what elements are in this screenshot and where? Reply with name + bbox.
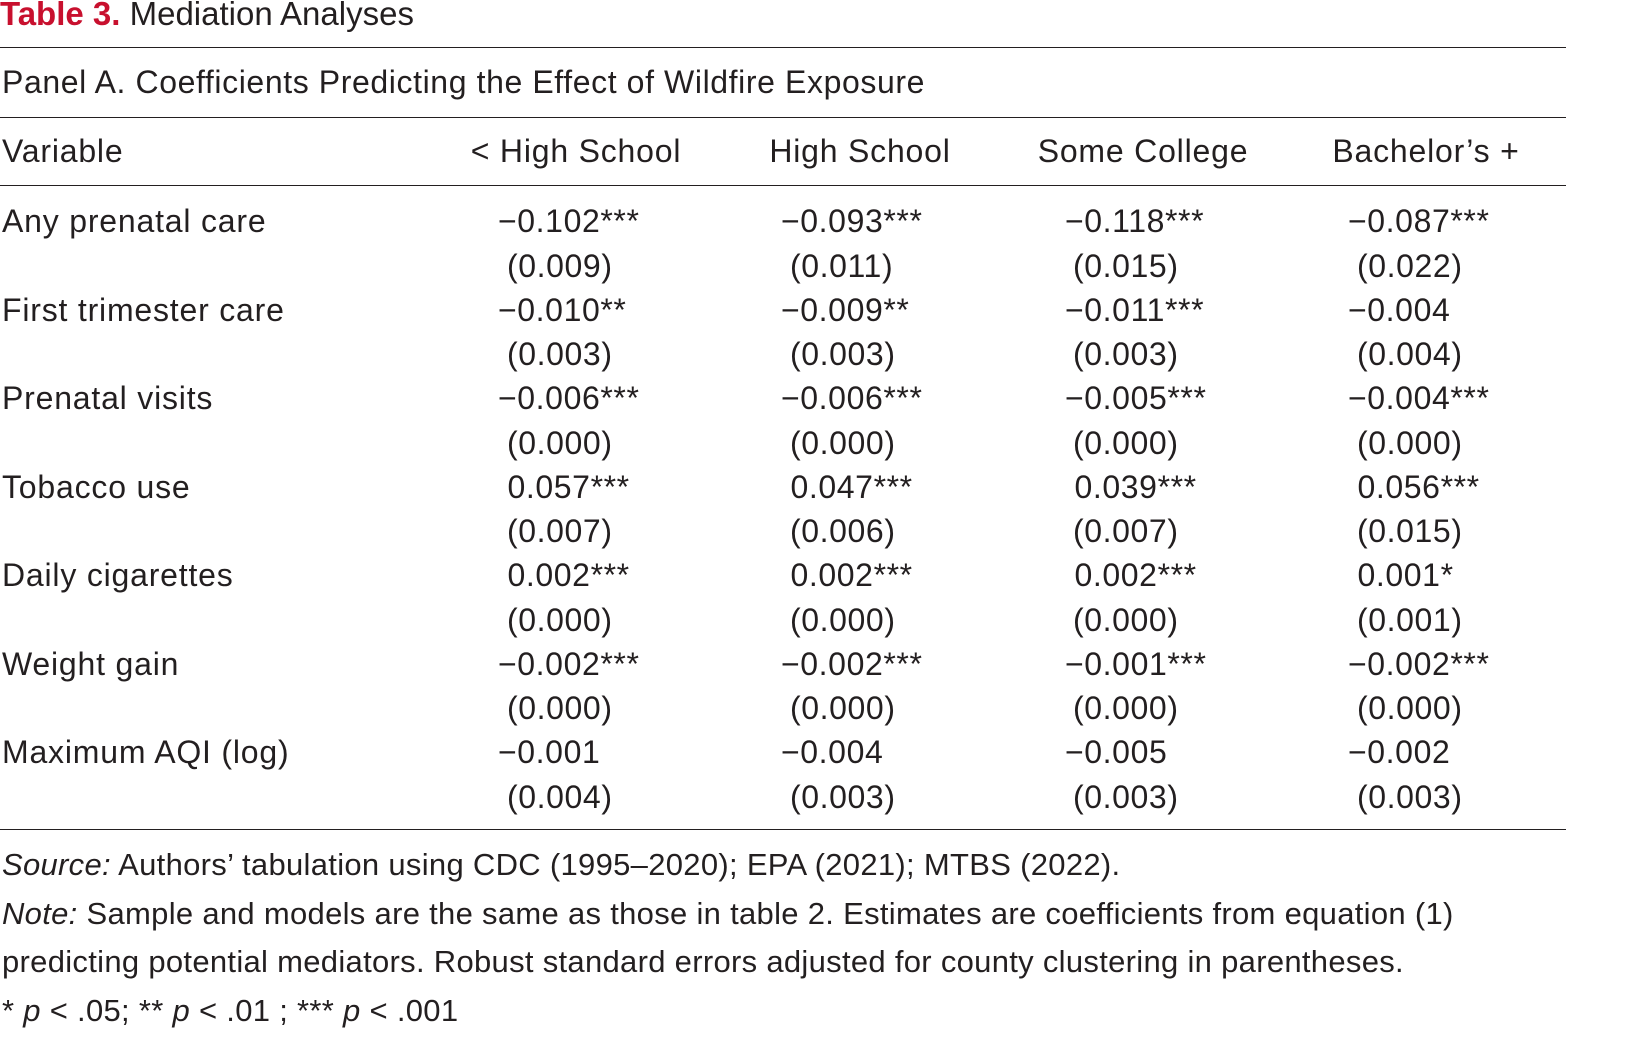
- coefficient-cell: −0.118***: [1065, 203, 1205, 239]
- coefficient-cell: 0.056***: [1348, 468, 1480, 505]
- coefficient-cell: −0.004: [781, 734, 884, 770]
- sig-p-1: p: [23, 992, 41, 1028]
- sig-text-3: < .01 ; ***: [190, 992, 344, 1028]
- panel-rule: [0, 117, 1566, 118]
- row-variable-label: Maximum AQI (log): [2, 734, 290, 770]
- note-label: Note:: [2, 895, 78, 931]
- standard-error-cell: (0.003): [790, 778, 896, 815]
- standard-error-cell: (0.007): [1073, 513, 1179, 549]
- source-text: Authors’ tabulation using CDC (1995–2020…: [110, 847, 1121, 882]
- row-variable-label: Daily cigarettes: [2, 557, 234, 593]
- standard-error-cell: (0.000): [1073, 690, 1179, 726]
- standard-error-cell: (0.000): [1357, 690, 1463, 726]
- coefficient-cell: 0.001*: [1348, 557, 1454, 593]
- coefficient-cell: −0.087***: [1348, 203, 1490, 239]
- table-title-text: Mediation Analyses: [129, 0, 414, 32]
- standard-error-cell: (0.007): [507, 513, 613, 549]
- sig-text-4: < .001: [360, 992, 459, 1028]
- column-header-high-school: High School: [769, 133, 951, 169]
- table-number: Table 3.: [0, 0, 121, 32]
- note-text-1: Sample and models are the same as those …: [77, 895, 1454, 931]
- coefficient-cell: 0.002***: [498, 557, 630, 593]
- coefficient-cell: −0.002***: [498, 645, 640, 682]
- row-variable-label: Prenatal visits: [2, 380, 214, 416]
- standard-error-cell: (0.000): [1357, 424, 1463, 461]
- standard-error-cell: (0.000): [507, 424, 613, 461]
- note-line-1: Note: Sample and models are the same as …: [2, 890, 1572, 939]
- coefficient-cell: −0.010**: [498, 291, 627, 328]
- coefficient-cell: −0.006***: [781, 380, 923, 416]
- standard-error-cell: (0.003): [1073, 336, 1179, 372]
- standard-error-cell: (0.009): [507, 247, 613, 284]
- standard-error-cell: (0.003): [507, 336, 613, 372]
- standard-error-cell: (0.022): [1357, 247, 1463, 284]
- header-rule: [0, 185, 1566, 186]
- coefficient-cell: 0.002***: [1065, 557, 1197, 593]
- row-variable-label: First trimester care: [2, 291, 285, 328]
- coefficient-cell: −0.004***: [1348, 380, 1490, 416]
- coefficient-cell: 0.002***: [781, 557, 913, 593]
- source-label: Source:: [2, 847, 111, 882]
- column-header-bachelors-plus: Bachelor’s +: [1332, 133, 1520, 169]
- standard-error-cell: (0.015): [1073, 247, 1179, 284]
- source-note: Source: Authors’ tabulation using CDC (1…: [2, 841, 1572, 890]
- coefficient-cell: −0.093***: [781, 203, 923, 239]
- column-header-some-college: Some College: [1037, 133, 1249, 169]
- standard-error-cell: (0.006): [790, 513, 896, 549]
- standard-error-cell: (0.003): [1073, 778, 1179, 815]
- row-variable-label: Weight gain: [2, 645, 180, 682]
- standard-error-cell: (0.000): [1073, 424, 1179, 461]
- coefficient-cell: −0.001: [498, 734, 601, 770]
- standard-error-cell: (0.004): [1357, 336, 1463, 372]
- column-header-less-than-high-school: < High School: [470, 133, 682, 169]
- coefficient-cell: −0.009**: [781, 291, 910, 328]
- row-variable-label: Any prenatal care: [2, 203, 267, 239]
- standard-error-cell: (0.004): [507, 778, 613, 815]
- sig-p-3: p: [343, 992, 361, 1028]
- standard-error-cell: (0.000): [507, 601, 613, 638]
- coefficient-cell: −0.005: [1065, 734, 1168, 770]
- column-header-variable: Variable: [2, 133, 124, 169]
- coefficient-cell: 0.057***: [498, 468, 630, 505]
- table-notes: Source: Authors’ tabulation using CDC (1…: [2, 841, 1572, 1035]
- sig-text-1: *: [2, 992, 24, 1028]
- standard-error-cell: (0.011): [790, 247, 894, 284]
- coefficient-cell: 0.047***: [781, 468, 913, 505]
- standard-error-cell: (0.000): [790, 601, 896, 638]
- standard-error-cell: (0.000): [790, 424, 896, 461]
- panel-heading: Panel A. Coefficients Predicting the Eff…: [2, 64, 926, 100]
- coefficient-cell: −0.005***: [1065, 380, 1207, 416]
- coefficient-cell: 0.039***: [1065, 468, 1197, 505]
- standard-error-cell: (0.003): [790, 336, 896, 372]
- standard-error-cell: (0.000): [790, 690, 896, 726]
- standard-error-cell: (0.003): [1357, 778, 1463, 815]
- significance-note: * p < .05; ** p < .01 ; *** p < .001: [2, 987, 1572, 1036]
- top-rule: [0, 47, 1566, 48]
- coefficient-cell: −0.102***: [498, 203, 640, 239]
- standard-error-cell: (0.001): [1357, 601, 1463, 638]
- coefficient-cell: −0.002: [1348, 734, 1451, 770]
- standard-error-cell: (0.000): [507, 690, 613, 726]
- coefficient-cell: −0.004: [1348, 291, 1451, 328]
- note-line-2: predicting potential mediators. Robust s…: [2, 944, 1404, 979]
- table-title: Table 3. Mediation Analyses: [0, 0, 414, 34]
- coefficient-cell: −0.001***: [1065, 645, 1207, 682]
- coefficient-cell: −0.002***: [781, 645, 923, 682]
- coefficient-cell: −0.002***: [1348, 645, 1490, 682]
- coefficient-cell: −0.011***: [1065, 291, 1205, 328]
- standard-error-cell: (0.000): [1073, 601, 1179, 638]
- standard-error-cell: (0.015): [1357, 513, 1463, 549]
- sig-text-2: < .05; **: [40, 992, 173, 1028]
- sig-p-2: p: [172, 992, 191, 1028]
- coefficient-cell: −0.006***: [498, 380, 640, 416]
- row-variable-label: Tobacco use: [2, 468, 191, 505]
- bottom-rule: [0, 829, 1566, 830]
